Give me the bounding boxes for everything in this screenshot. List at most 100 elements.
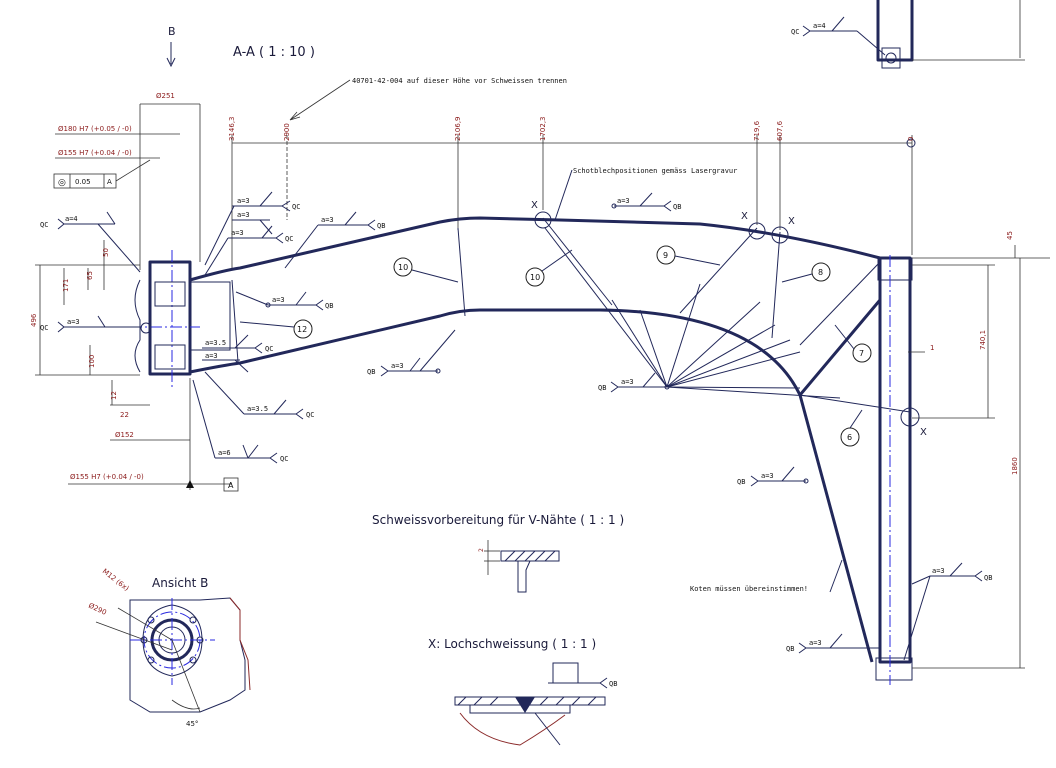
svg-text:7: 7 [859, 349, 864, 358]
balloon-6: 6 [840, 409, 863, 447]
svg-text:QB: QB [598, 384, 606, 392]
svg-text:a=3: a=3 [761, 472, 774, 480]
svg-text:12: 12 [297, 325, 307, 334]
dim-left-100: 100 [88, 355, 96, 368]
weld-top-right-a4: QC a=4 [791, 16, 886, 56]
svg-text:X: X [531, 200, 538, 211]
weld-interior-a3: a=3 QB [235, 291, 333, 311]
dim-top-607: 607,6 [776, 120, 784, 141]
weld-top-x-a3: a=3 QB [611, 192, 681, 212]
weld-left-a3: QC a=3 [40, 315, 140, 333]
tol-d180: Ø180 H7 (+0.05 / -0) [58, 125, 132, 133]
v-prep-title: Schweissvorbereitung für V-Nähte ( 1 : 1… [372, 513, 624, 527]
weld-hub-a6-qc: a=6 QC [192, 379, 288, 464]
tol-d155-bottom: Ø155 H7 (+0.04 / -0) [70, 473, 144, 481]
view-b-dia: Ø290 [87, 602, 107, 617]
balloon-7: 7 [834, 324, 872, 363]
weld-lower-arm-a3: QB a=3 [367, 329, 456, 377]
hole-weld-title: X: Lochschweissung ( 1 : 1 ) [428, 637, 596, 651]
svg-text:a=4: a=4 [813, 22, 826, 30]
frame-outline [148, 216, 913, 685]
dim-left-496: 496 [30, 313, 38, 327]
balloon-9: 9 [656, 245, 721, 266]
svg-text:QB: QB [786, 645, 794, 653]
view-b-title: Ansicht B [152, 576, 208, 590]
origin-marker [906, 138, 916, 148]
dim-top-2106: 2106,9 [454, 117, 462, 142]
weld-column-a3: a=3 QB [903, 562, 992, 661]
balloon-10: 10 [525, 249, 573, 287]
dim-d152: Ø152 [115, 431, 134, 439]
right-dimension-lines [908, 245, 1050, 669]
dim-right-45: 45 [1006, 231, 1014, 240]
svg-text:a=3: a=3 [932, 567, 945, 575]
svg-text:a=3: a=3 [231, 229, 244, 237]
svg-text:a=3: a=3 [809, 639, 822, 647]
svg-text:QB: QB [377, 222, 385, 230]
hole-markers: X X X X [531, 200, 927, 438]
svg-text:a=3: a=3 [237, 211, 250, 219]
svg-text:QC: QC [40, 324, 48, 332]
svg-text:QC: QC [265, 345, 273, 353]
datum-a-arrow [186, 480, 194, 488]
view-b-thread: M12 (6x) [101, 567, 131, 593]
svg-text:QC: QC [791, 28, 799, 36]
dim-right-1: 1 [930, 344, 934, 352]
note-bulkhead: Schotblechpositionen gemäss Lasergravur [573, 167, 737, 175]
weld-hub-stack: a=3 a=3 QC [204, 191, 300, 266]
svg-text:10: 10 [530, 273, 540, 282]
dim-top-0: 0 [907, 137, 915, 141]
top-dimension-ticks [231, 135, 913, 270]
svg-text:QB: QB [737, 478, 745, 486]
weld-lower-right-a3: QB a=3 [737, 466, 809, 487]
svg-text:QB: QB [367, 368, 375, 376]
datum-a-box [223, 477, 239, 492]
concentricity-frame: ◎ 0.05 A [53, 159, 151, 189]
svg-text:a=3: a=3 [617, 197, 630, 205]
note-cut-height: 40701-42-004 auf dieser Höhe vor Schweis… [352, 77, 567, 85]
svg-text:QC: QC [292, 203, 300, 211]
svg-text:◎: ◎ [58, 178, 66, 188]
svg-text:X: X [920, 427, 927, 438]
weld-column-bottom-a3: QB a=3 [786, 633, 880, 654]
svg-text:QC: QC [280, 455, 288, 463]
weld-fan-center: QB a=3 [544, 227, 841, 399]
balloon-12: 12 [239, 319, 313, 339]
svg-text:QB: QB [609, 680, 617, 688]
top-right-bracket [876, 0, 1025, 69]
svg-text:a=3: a=3 [621, 378, 634, 386]
left-dimension-lines [35, 240, 190, 441]
dim-d251: Ø251 [156, 92, 175, 100]
note-bulkhead-leader [554, 169, 573, 221]
view-arrow [166, 42, 176, 68]
svg-text:6: 6 [847, 433, 852, 442]
svg-text:X: X [741, 211, 748, 222]
svg-text:0.05: 0.05 [75, 178, 91, 186]
svg-text:10: 10 [398, 263, 408, 272]
dim-left-171: 171 [62, 279, 70, 292]
view-b-detail [95, 597, 251, 713]
hub-detail [130, 103, 201, 390]
svg-text:QB: QB [984, 574, 992, 582]
dim-left-22: 22 [120, 411, 129, 419]
svg-text:a=4: a=4 [65, 215, 78, 223]
svg-text:a=3: a=3 [272, 296, 285, 304]
svg-text:9: 9 [663, 251, 668, 260]
weld-upper-arm-a3: a=3 QB [284, 211, 385, 269]
svg-text:a=6: a=6 [218, 449, 231, 457]
svg-text:QC: QC [40, 221, 48, 229]
dim-top-719: 719,6 [753, 120, 761, 141]
svg-text:a=3: a=3 [321, 216, 334, 224]
section-title: A-A ( 1 : 10 ) [233, 45, 315, 60]
weld-hub-a35-qc-1: a=3.5 a=3 QC [202, 334, 273, 373]
svg-text:8: 8 [818, 268, 823, 277]
svg-text:X: X [788, 216, 795, 227]
svg-text:a=3: a=3 [237, 197, 250, 205]
svg-text:QB: QB [673, 203, 681, 211]
svg-text:QC: QC [306, 411, 314, 419]
dim-left-65: 65 [86, 271, 94, 280]
weld-hub-a35-qc-2: a=3.5 QC [204, 371, 314, 420]
dim-top-1702: 1702,3 [539, 117, 547, 142]
note-coords-leader [829, 559, 843, 593]
weld-left-a4: QC a=4 [40, 211, 141, 273]
